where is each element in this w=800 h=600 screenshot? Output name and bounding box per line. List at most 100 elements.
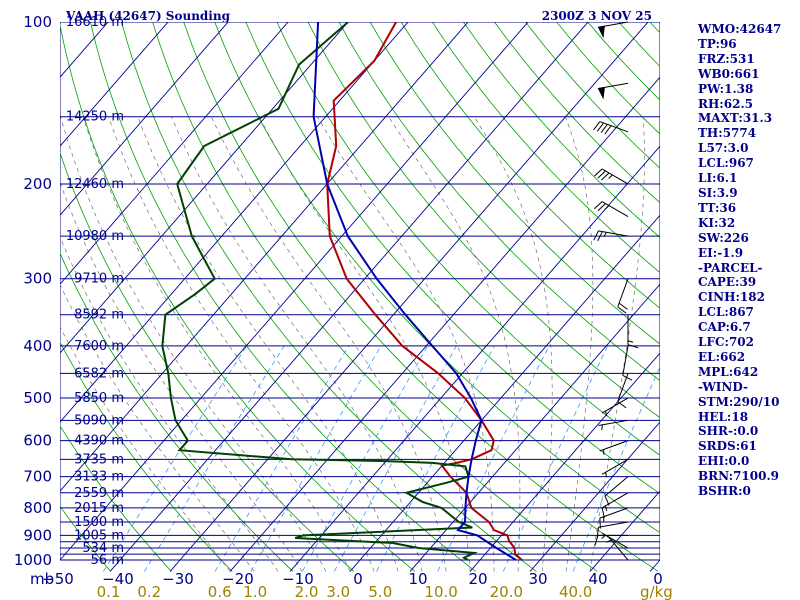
pressure-tick-label: 600 bbox=[23, 432, 52, 450]
temperature-tick-label: 40 bbox=[588, 570, 607, 588]
curve-layer bbox=[161, 22, 523, 561]
wind-barb-staff bbox=[599, 121, 629, 133]
height-label: 3735 m bbox=[74, 452, 124, 467]
wind-barb-flag bbox=[593, 121, 601, 131]
mixing-ratio-line bbox=[302, 345, 428, 572]
wind-barb bbox=[593, 230, 629, 242]
index-item: SI:3.9 bbox=[698, 185, 738, 200]
pressure-tick-label: 400 bbox=[23, 337, 52, 355]
height-label: 7600 m bbox=[74, 339, 124, 354]
wind-barb-staff bbox=[598, 419, 629, 427]
chart-timestamp: 2300Z 3 NOV 25 bbox=[542, 9, 652, 23]
pressure-tick-label: 300 bbox=[23, 270, 52, 288]
index-item: SW:226 bbox=[698, 230, 749, 245]
height-label: 534 m bbox=[82, 541, 124, 556]
mixing-ratio-line bbox=[143, 345, 285, 572]
mixing-ratio-label: 20.0 bbox=[490, 583, 523, 600]
dry-adiabat-line bbox=[60, 505, 111, 572]
isotherm-line bbox=[229, 76, 660, 572]
mixing-ratio-line bbox=[502, 345, 608, 572]
mixing-ratio-line bbox=[103, 345, 248, 572]
wind-barb bbox=[601, 532, 629, 549]
isotherm-line bbox=[60, 22, 529, 561]
height-label: 6582 m bbox=[74, 366, 124, 381]
mixing-ratio-unit-label: g/kg bbox=[640, 583, 673, 600]
wind-barb-flag bbox=[597, 231, 603, 242]
wind-barb-half-flag bbox=[604, 505, 608, 511]
wind-barb bbox=[598, 419, 629, 431]
wind-barb-half-flag bbox=[601, 534, 606, 539]
isotherm-line bbox=[60, 22, 289, 285]
index-item: TH:5774 bbox=[698, 126, 757, 141]
mixing-ratio-line bbox=[437, 345, 550, 572]
wind-barb bbox=[593, 121, 629, 135]
isotherm-line bbox=[349, 214, 660, 572]
isotherm-line bbox=[60, 22, 469, 492]
wind-barb-staff bbox=[601, 458, 629, 475]
height-label: 9710 m bbox=[74, 272, 124, 287]
height-label: 2559 m bbox=[74, 486, 124, 501]
wind-barb-flag bbox=[604, 125, 612, 135]
wind-barb-flag bbox=[617, 306, 627, 314]
temperature-tick-label: −40 bbox=[102, 570, 134, 588]
index-item: BRN:7100.9 bbox=[698, 469, 780, 484]
index-item: TP:96 bbox=[698, 36, 737, 51]
wind-barb-flag bbox=[596, 122, 604, 132]
wind-barb-staff bbox=[622, 345, 629, 376]
temperature-tick-label: 20 bbox=[468, 570, 487, 588]
index-item: STM:290/10 bbox=[698, 394, 780, 409]
mixing-ratio-label: 5.0 bbox=[368, 583, 392, 600]
dry-adiabat-line bbox=[60, 425, 172, 572]
mixing-ratio-line bbox=[376, 345, 495, 572]
isotherm-line bbox=[289, 145, 660, 572]
index-item: WMO:42647 bbox=[698, 22, 782, 36]
wind-barb-flag bbox=[627, 344, 639, 349]
dry-adiabat-line bbox=[307, 22, 660, 419]
wind-barb-flag bbox=[597, 203, 606, 212]
wind-barb bbox=[601, 397, 629, 417]
mixing-ratio-line bbox=[250, 345, 382, 572]
mixing-ratio-label: 40.0 bbox=[559, 583, 592, 600]
wind-barb-pennant bbox=[597, 25, 605, 39]
wind-barb-flag bbox=[594, 168, 603, 177]
dry-adiabat-line bbox=[338, 22, 660, 382]
isotherm-line bbox=[169, 22, 649, 572]
height-label: 14250 m bbox=[66, 110, 124, 125]
wind-barb-half-flag bbox=[603, 232, 607, 238]
pressure-tick-label: 900 bbox=[23, 526, 52, 544]
wind-barb-flag bbox=[600, 123, 608, 133]
temperature-tick-label: 0 bbox=[353, 570, 363, 588]
pressure-tick-label: 500 bbox=[23, 389, 52, 407]
height-label: 3133 m bbox=[74, 470, 124, 485]
wind-barb-staff bbox=[601, 168, 629, 185]
wind-barb-half-flag bbox=[601, 424, 603, 431]
dry-adiabat-line bbox=[400, 22, 660, 309]
wind-barb-flag bbox=[597, 170, 606, 179]
mixing-ratio-line bbox=[572, 366, 660, 572]
wind-barb-half-flag bbox=[604, 205, 610, 210]
temperature-tick-label: 30 bbox=[528, 570, 547, 588]
wind-barb-staff bbox=[601, 492, 629, 509]
grid-layer bbox=[60, 22, 660, 572]
wind-barb-half-flag bbox=[627, 340, 634, 343]
wind-barb-half-flag bbox=[606, 539, 612, 543]
wind-barb-flag bbox=[593, 230, 599, 241]
mixing-ratio-label: 1.0 bbox=[243, 583, 267, 600]
isotherm-line bbox=[469, 352, 660, 572]
wind-barb-staff bbox=[608, 536, 629, 561]
index-item: RH:62.5 bbox=[698, 96, 753, 111]
index-item: -WIND- bbox=[698, 379, 748, 394]
wind-barb bbox=[617, 278, 629, 314]
wind-barb bbox=[597, 21, 629, 39]
wind-barb bbox=[594, 201, 629, 218]
index-item: -PARCEL- bbox=[698, 260, 763, 275]
index-item: CAP:6.7 bbox=[698, 320, 751, 335]
chart-title: VAAH (42647) Sounding bbox=[65, 9, 231, 23]
dry-adiabat-line bbox=[60, 252, 294, 572]
wind-barb-staff bbox=[601, 201, 629, 218]
wind-barb-staff bbox=[598, 230, 629, 237]
temperature-tick-label: −20 bbox=[222, 570, 254, 588]
index-item: MPL:642 bbox=[698, 364, 759, 379]
index-item: CAPE:39 bbox=[698, 275, 757, 290]
